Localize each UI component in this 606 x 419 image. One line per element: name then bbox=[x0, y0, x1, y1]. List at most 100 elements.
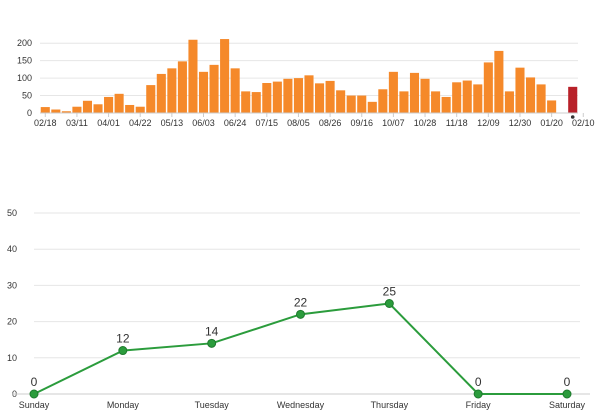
x-tick-label: 10/07 bbox=[382, 118, 405, 128]
x-tick-label: 09/16 bbox=[350, 118, 373, 128]
bar[interactable] bbox=[494, 50, 504, 113]
bar[interactable] bbox=[462, 80, 472, 113]
data-point[interactable] bbox=[384, 299, 394, 308]
x-tick-label: 06/03 bbox=[192, 118, 215, 128]
bar[interactable] bbox=[388, 71, 398, 113]
weekday-line-chart: 0 10 20 30 40 50 0 Sunday 12 Monday 14 Tuesday 22 Wed… bbox=[0, 196, 606, 419]
bar[interactable] bbox=[515, 67, 525, 113]
bar[interactable] bbox=[51, 109, 61, 113]
data-label: 12 bbox=[116, 332, 130, 346]
bar[interactable] bbox=[177, 61, 187, 113]
y-tick-label: 200 bbox=[17, 38, 32, 48]
x-tick-label: 02/10 bbox=[572, 118, 595, 128]
bar[interactable] bbox=[272, 81, 282, 113]
bar[interactable] bbox=[188, 39, 198, 113]
bar[interactable] bbox=[304, 75, 314, 113]
data-label: 0 bbox=[564, 375, 571, 389]
y-tick-label: 50 bbox=[22, 91, 32, 101]
bar[interactable] bbox=[431, 91, 441, 113]
y-tick-label: 30 bbox=[7, 280, 17, 290]
y-tick-label: 10 bbox=[7, 353, 17, 363]
bar[interactable] bbox=[441, 96, 451, 113]
x-tick-label: 02/18 bbox=[34, 118, 57, 128]
bar[interactable] bbox=[114, 93, 124, 113]
bar[interactable] bbox=[82, 100, 93, 113]
bar[interactable] bbox=[536, 84, 546, 113]
data-label: 14 bbox=[205, 324, 219, 338]
bar[interactable] bbox=[61, 111, 71, 113]
x-tick-label: Sunday bbox=[19, 400, 50, 410]
bar[interactable] bbox=[325, 80, 335, 113]
x-tick-label: 04/22 bbox=[129, 118, 152, 128]
data-point[interactable] bbox=[296, 309, 305, 319]
bar[interactable] bbox=[399, 91, 409, 113]
x-tick-label: Saturday bbox=[549, 400, 586, 410]
bar[interactable] bbox=[367, 101, 377, 113]
x-tick-label: 12/30 bbox=[509, 118, 532, 128]
y-tick-label: 20 bbox=[7, 317, 17, 327]
x-tick-label: 12/09 bbox=[477, 118, 500, 128]
bar[interactable] bbox=[504, 91, 514, 113]
y-tick-label: 150 bbox=[17, 56, 32, 66]
x-tick-label: 05/13 bbox=[161, 118, 184, 128]
bar[interactable] bbox=[146, 85, 156, 113]
highlight-marker bbox=[570, 115, 575, 119]
y-tick-label: 100 bbox=[17, 73, 32, 83]
data-point[interactable] bbox=[207, 338, 217, 348]
bar[interactable] bbox=[346, 95, 356, 113]
bar[interactable] bbox=[336, 90, 346, 113]
data-point[interactable] bbox=[29, 389, 39, 399]
bar[interactable] bbox=[230, 68, 240, 113]
x-tick-label: Wednesday bbox=[277, 400, 325, 410]
bar[interactable] bbox=[409, 72, 420, 113]
bar[interactable] bbox=[420, 78, 430, 113]
bar[interactable] bbox=[452, 82, 462, 113]
bar[interactable] bbox=[283, 78, 293, 113]
bar[interactable] bbox=[315, 83, 325, 113]
data-label: 22 bbox=[294, 295, 308, 309]
data-point[interactable] bbox=[118, 346, 128, 356]
y-tick-label: 50 bbox=[7, 208, 17, 218]
bar[interactable] bbox=[483, 62, 493, 113]
bar[interactable] bbox=[547, 100, 557, 113]
bar[interactable] bbox=[473, 84, 483, 113]
bar[interactable] bbox=[72, 106, 82, 113]
bar[interactable] bbox=[167, 68, 177, 113]
bar[interactable] bbox=[262, 83, 272, 113]
bar[interactable] bbox=[293, 78, 303, 113]
x-tick-label: Thursday bbox=[371, 400, 409, 410]
bar[interactable] bbox=[378, 89, 388, 113]
data-label: 0 bbox=[475, 375, 482, 389]
data-label: 0 bbox=[31, 375, 38, 389]
data-point[interactable] bbox=[473, 389, 483, 399]
x-tick-label: Monday bbox=[107, 400, 140, 410]
bar[interactable] bbox=[125, 104, 135, 113]
y-tick-label: 40 bbox=[7, 244, 17, 254]
x-tick-label: 06/24 bbox=[224, 118, 247, 128]
bar[interactable] bbox=[40, 107, 50, 113]
bar[interactable] bbox=[209, 64, 219, 113]
weekly-bar-chart: 0 50 100 150 200 02/18 03/11 04/01 04/22 05/13 06/… bbox=[0, 0, 606, 140]
y-tick-label: 0 bbox=[27, 108, 32, 118]
bar-highlight[interactable] bbox=[568, 86, 578, 113]
data-point[interactable] bbox=[562, 389, 572, 399]
bar[interactable] bbox=[220, 39, 230, 114]
bar[interactable] bbox=[251, 92, 261, 113]
bar[interactable] bbox=[104, 96, 114, 113]
x-tick-label: 07/15 bbox=[256, 118, 279, 128]
bar[interactable] bbox=[198, 71, 209, 113]
bar[interactable] bbox=[93, 104, 103, 113]
x-tick-label: 04/01 bbox=[97, 118, 120, 128]
x-tick-label: 10/28 bbox=[414, 118, 437, 128]
x-tick-label: 08/05 bbox=[287, 118, 310, 128]
weekly-bar-chart-svg: 0 50 100 150 200 02/18 03/11 04/01 04/22 05/13 06/… bbox=[17, 38, 595, 128]
bar[interactable] bbox=[156, 73, 166, 113]
x-tick-label: 01/20 bbox=[540, 118, 563, 128]
x-tick-label: 11/18 bbox=[446, 118, 468, 128]
bar[interactable] bbox=[525, 77, 536, 113]
bar[interactable] bbox=[135, 106, 145, 113]
x-tick-label: Tuesday bbox=[195, 400, 230, 410]
x-tick-label: 03/11 bbox=[66, 118, 88, 128]
bar[interactable] bbox=[357, 95, 367, 113]
bar[interactable] bbox=[241, 91, 251, 113]
